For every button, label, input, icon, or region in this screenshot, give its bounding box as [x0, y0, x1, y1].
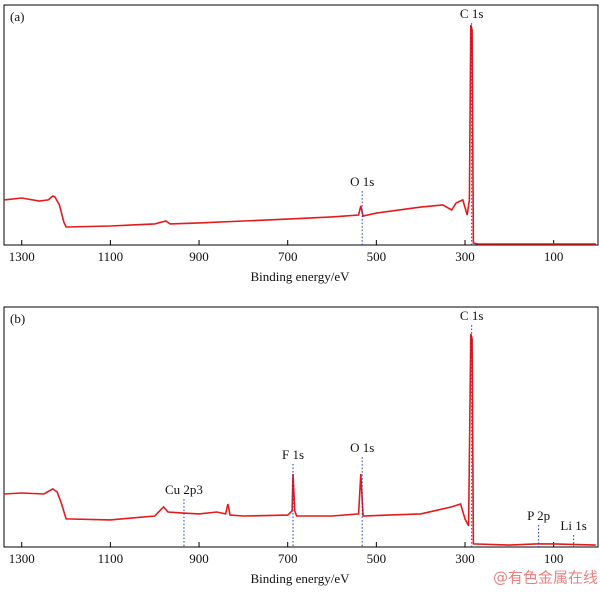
peak-label: C 1s: [460, 308, 483, 323]
panel-label: (b): [10, 311, 25, 326]
panel-label: (a): [10, 9, 24, 24]
peak-label: F 1s: [282, 447, 304, 462]
x-tick-label: 900: [189, 249, 209, 264]
plot-frame: [3, 306, 599, 548]
plot-frame: [3, 4, 599, 246]
x-tick-label: 500: [367, 551, 387, 566]
panel: (b) 1300 1100 900 700 500 300 100 Binding energy…: [3, 306, 599, 586]
x-axis-label: Binding energy/eV: [250, 571, 350, 586]
peak-label: Cu 2p3: [165, 482, 203, 497]
peak-label: Li 1s: [560, 518, 586, 533]
peak-label: O 1s: [350, 440, 374, 455]
peak-label: P 2p: [527, 508, 550, 523]
x-tick-label: 300: [455, 551, 475, 566]
x-tick-label: 300: [455, 249, 475, 264]
peak-label: O 1s: [350, 174, 374, 189]
spectrum-line: [3, 333, 596, 546]
panel: (a) 1300 1100 900 700 500 300 100 Binding energy…: [3, 4, 599, 284]
x-tick-label: 1100: [98, 551, 124, 566]
x-tick-label: 1300: [9, 551, 35, 566]
x-tick-label: 1300: [9, 249, 35, 264]
peak-label: C 1s: [460, 6, 483, 21]
x-tick-label: 700: [278, 249, 298, 264]
x-tick-label: 500: [367, 249, 387, 264]
x-tick-label: 900: [189, 551, 209, 566]
spectrum-line: [3, 24, 596, 245]
x-tick-label: 1100: [98, 249, 124, 264]
watermark: @有色金属在线: [493, 569, 598, 587]
x-tick-label: 100: [544, 249, 564, 264]
x-tick-label: 100: [544, 551, 564, 566]
x-tick-label: 700: [278, 551, 298, 566]
x-axis-label: Binding energy/eV: [250, 269, 350, 284]
